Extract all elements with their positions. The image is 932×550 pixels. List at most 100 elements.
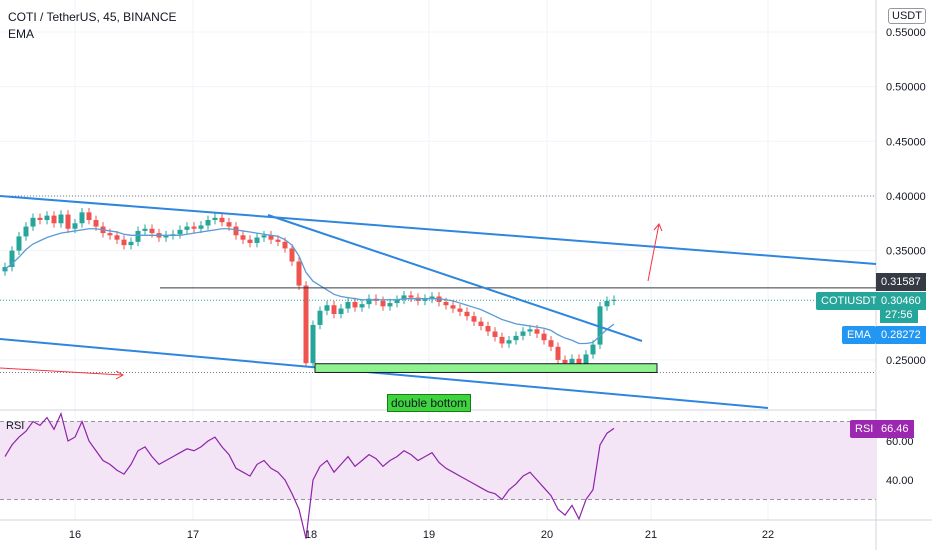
candle-86	[604, 296, 610, 311]
candle-body-17	[121, 239, 127, 246]
time-tick-label-2: 18	[305, 529, 317, 541]
candle-11	[79, 207, 85, 228]
candle-body-26	[184, 226, 190, 230]
candle-4	[30, 213, 36, 231]
candle-26	[184, 222, 190, 235]
candle-65	[457, 304, 463, 317]
up-arrow-line	[647, 223, 660, 282]
candle-6	[44, 211, 50, 225]
candle-84	[590, 340, 596, 359]
currency-button[interactable]: USDT	[888, 8, 926, 24]
candle-31	[219, 213, 225, 227]
candle-body-87	[611, 299, 617, 301]
support-zone-box	[314, 363, 658, 373]
price-tick-label-1: 0.50000	[886, 82, 926, 94]
price-axis: 0.55000 0.50000 0.45000 0.40000 0.35000 0.250…	[886, 27, 926, 487]
candle-body-45	[317, 310, 323, 325]
candles	[2, 207, 617, 369]
candle-3	[23, 222, 29, 241]
last-price-label: 0.30460	[876, 292, 926, 310]
candle-body-23	[163, 235, 169, 238]
candle-body-85	[597, 306, 603, 345]
candle-73	[513, 331, 519, 345]
symbol-price-tag: COTIUSDT	[816, 292, 883, 310]
candle-68	[478, 317, 484, 331]
left-arrow-head	[115, 370, 125, 380]
candle-body-7	[51, 215, 57, 224]
time-axis: 16 17 18 19 20 21 22	[69, 529, 774, 541]
candle-39	[275, 235, 281, 247]
candle-body-64	[450, 305, 456, 309]
candle-74	[520, 327, 526, 341]
candle-8	[58, 210, 64, 228]
drawings[interactable]	[0, 195, 877, 409]
left-arrow-line	[0, 367, 123, 376]
candle-28	[198, 221, 204, 234]
candle-body-4	[30, 217, 36, 227]
candle-77	[541, 329, 547, 345]
candle-46	[324, 300, 330, 316]
candle-69	[485, 321, 491, 336]
candle-body-6	[44, 215, 50, 220]
candle-42	[296, 257, 302, 290]
candle-body-44	[310, 324, 316, 364]
candle-body-25	[177, 229, 183, 235]
candle-7	[51, 211, 57, 228]
candle-body-60	[422, 298, 428, 301]
candle-body-80	[562, 359, 568, 364]
candle-body-73	[513, 335, 519, 341]
candle-75	[527, 324, 533, 336]
candle-body-78	[548, 340, 554, 347]
double-bottom-label[interactable]: double bottom	[387, 394, 472, 412]
candle-54	[380, 296, 386, 311]
candle-body-43	[303, 285, 309, 364]
candle-41	[289, 244, 295, 266]
candle-5	[37, 213, 43, 225]
candle-body-40	[282, 241, 288, 249]
candle-body-1	[9, 250, 15, 267]
candle-9	[65, 210, 71, 234]
candle-body-52	[366, 298, 372, 305]
candle-45	[317, 306, 323, 330]
candle-body-70	[492, 331, 498, 337]
ema-tag: EMA	[842, 326, 876, 344]
candle-body-29	[205, 219, 211, 226]
candle-30	[212, 213, 218, 225]
candle-body-21	[149, 228, 155, 234]
candle-body-55	[387, 303, 393, 307]
candle-body-86	[604, 300, 610, 307]
candle-body-68	[478, 321, 484, 327]
candle-71	[499, 332, 505, 348]
candle-body-42	[296, 261, 302, 286]
candle-body-19	[135, 230, 141, 242]
candle-body-27	[191, 226, 197, 229]
candle-34	[240, 230, 246, 245]
candle-body-66	[464, 311, 470, 317]
candle-body-77	[541, 333, 547, 341]
candle-23	[163, 230, 169, 242]
price-tick-label-5: 0.25000	[886, 355, 926, 367]
rsi-tick-label-0: 60.00	[886, 436, 914, 448]
lower-channel-trendline	[0, 338, 769, 409]
candle-66	[464, 307, 470, 321]
price-tick-label-0: 0.55000	[886, 27, 926, 39]
candle-47	[331, 300, 337, 319]
candle-body-11	[79, 212, 85, 224]
candle-body-58	[408, 295, 414, 298]
resistance-price-label: 0.31587	[876, 273, 926, 291]
candle-17	[121, 235, 127, 250]
candle-body-72	[506, 340, 512, 344]
rsi-tick-label-1: 40.00	[886, 475, 914, 487]
candle-body-48	[338, 308, 344, 314]
time-tick-label-1: 17	[187, 529, 199, 541]
candle-body-35	[247, 239, 253, 243]
candle-body-69	[485, 326, 491, 332]
candle-body-83	[583, 354, 589, 365]
candle-body-61	[429, 296, 435, 299]
candle-2	[16, 232, 22, 255]
time-tick-label-0: 16	[69, 529, 81, 541]
upper-channel-trendline	[0, 195, 877, 265]
candle-body-18	[128, 241, 134, 246]
candle-body-12	[86, 212, 92, 220]
